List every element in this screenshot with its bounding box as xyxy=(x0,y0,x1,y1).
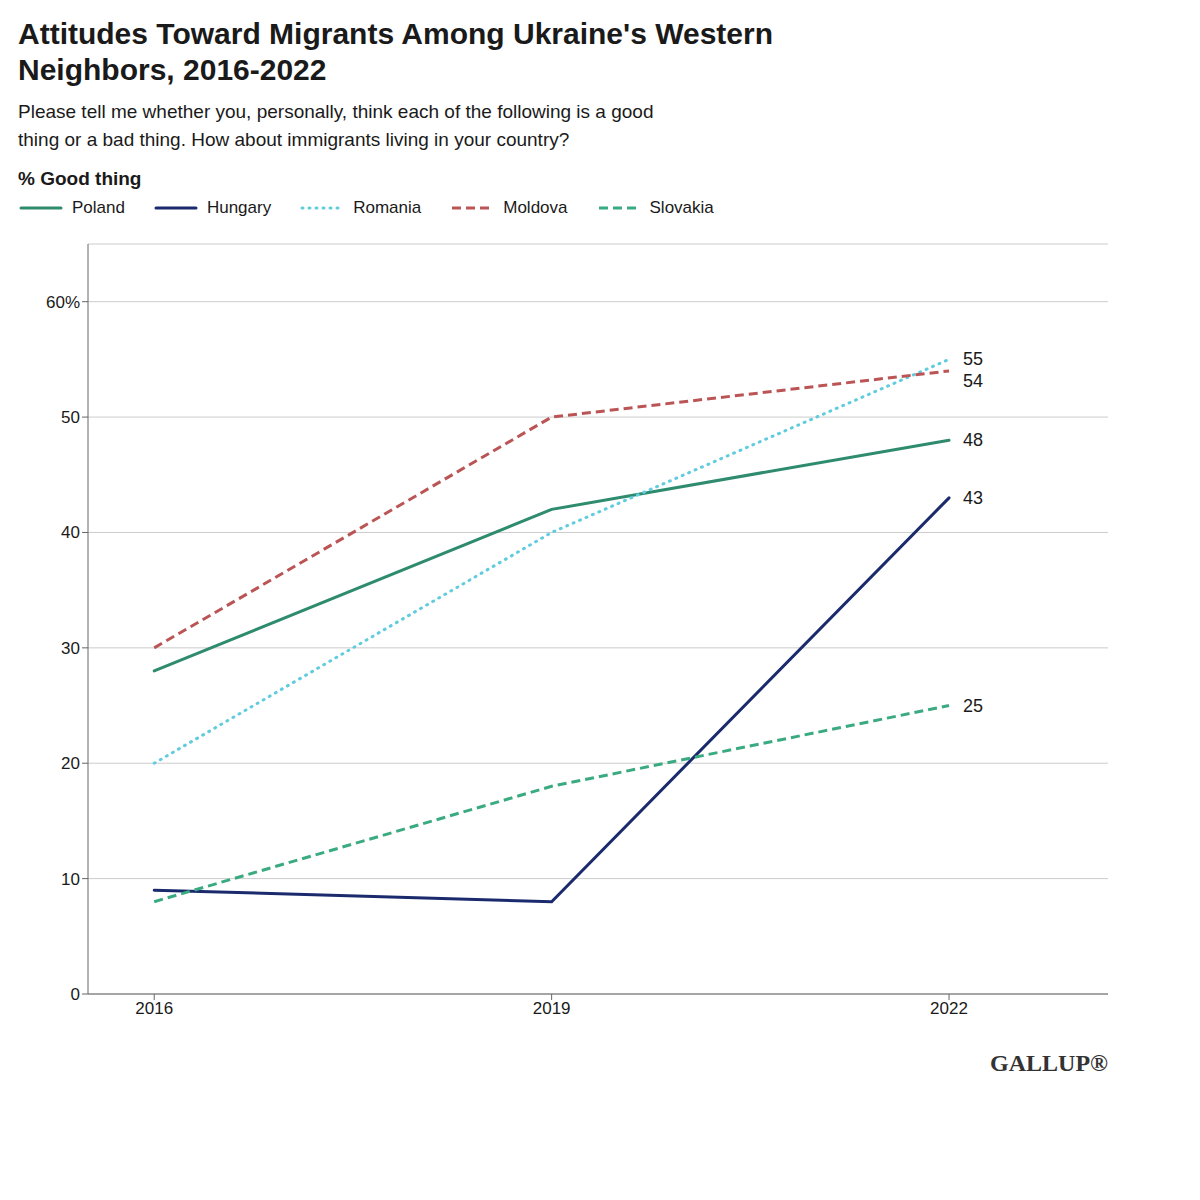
svg-text:48: 48 xyxy=(963,430,983,450)
svg-text:40: 40 xyxy=(61,523,80,542)
svg-text:60%: 60% xyxy=(46,293,80,312)
svg-text:55: 55 xyxy=(963,349,983,369)
svg-text:25: 25 xyxy=(963,696,983,716)
svg-text:20: 20 xyxy=(61,754,80,773)
svg-text:50: 50 xyxy=(61,408,80,427)
svg-text:10: 10 xyxy=(61,870,80,889)
svg-text:54: 54 xyxy=(963,371,983,391)
html-text:Attitudes Toward Migrants Amon: Attitudes Toward Migrants Among Ukraine'… xyxy=(18,17,773,50)
svg-text:2019: 2019 xyxy=(533,999,571,1018)
html-text:Hungary: Hungary xyxy=(206,198,272,217)
html-text:GALLUP®: GALLUP® xyxy=(990,1050,1108,1076)
html-text:Slovakia: Slovakia xyxy=(649,198,714,217)
html-text:Moldova: Moldova xyxy=(503,198,568,217)
svg-text:2016: 2016 xyxy=(135,999,173,1018)
svg-text:2022: 2022 xyxy=(930,999,968,1018)
html-text:Please tell me whether you, pe: Please tell me whether you, personally, … xyxy=(18,101,654,122)
svg-text:0: 0 xyxy=(71,985,80,1004)
html-text:% Good thing: % Good thing xyxy=(18,168,142,189)
svg-text:43: 43 xyxy=(963,488,983,508)
svg-text:30: 30 xyxy=(61,639,80,658)
html-text:Neighbors, 2016-2022: Neighbors, 2016-2022 xyxy=(18,53,327,86)
html-text:Romania: Romania xyxy=(353,198,422,217)
html-text:Poland: Poland xyxy=(72,198,125,217)
html-text:thing or a bad thing. How abou: thing or a bad thing. How about immigran… xyxy=(18,129,570,150)
